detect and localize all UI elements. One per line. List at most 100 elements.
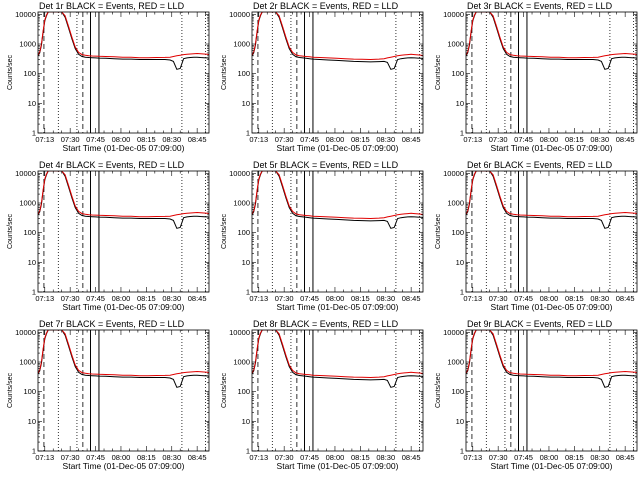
y-tick-label: 1000 [19,358,36,367]
events-series-line [38,12,209,70]
x-tick-label: 08:45 [188,135,207,144]
x-axis-label: Start Time (01-Dec-05 07:09:00) [63,143,185,153]
y-tick-label: 10 [456,99,464,108]
y-tick-label: 1 [32,288,36,297]
x-tick-label: 07:30 [61,294,80,303]
lld-series-line [252,171,423,220]
lld-series-line [466,171,637,218]
y-tick-label: 10 [242,417,250,426]
x-tick-label: 08:00 [540,294,559,303]
plot-area [38,171,209,292]
y-tick-label: 10000 [443,10,464,19]
x-tick-label: 08:30 [590,453,609,462]
panel-title: Det 8r BLACK = Events, RED = LLD [253,319,399,329]
y-axis-label: Counts/sec [7,54,14,90]
y-tick-label: 1000 [447,40,464,49]
x-tick-label: 08:15 [137,453,156,462]
x-tick-label: 07:45 [514,453,533,462]
x-tick-label: 08:00 [112,453,131,462]
x-axis-label: Start Time (01-Dec-05 07:09:00) [277,143,399,153]
y-tick-label: 1000 [233,40,250,49]
x-tick-label: 08:45 [188,294,207,303]
lld-series-line [252,330,423,379]
x-tick-label: 08:00 [540,135,559,144]
y-tick-label: 10 [28,99,36,108]
x-tick-label: 07:45 [514,135,533,144]
x-tick-label: 07:30 [61,135,80,144]
y-tick-label: 10 [242,99,250,108]
events-series-line [38,330,209,388]
x-tick-label: 08:00 [326,294,345,303]
x-tick-label: 08:15 [565,294,584,303]
x-tick-label: 07:13 [35,453,54,462]
x-tick-label: 08:45 [616,453,635,462]
detector-panel: Det 4r BLACK = Events, RED = LLD 1 10 100 10… [7,160,210,312]
y-tick-label: 1 [460,129,464,138]
lld-series-line [466,330,637,377]
plot-area [38,330,209,451]
y-tick-label: 100 [237,69,250,78]
x-tick-label: 07:45 [300,453,319,462]
x-tick-label: 07:45 [86,294,105,303]
y-tick-label: 1 [460,447,464,456]
x-tick-label: 08:00 [326,453,345,462]
y-tick-label: 100 [451,228,464,237]
x-tick-label: 08:00 [112,135,131,144]
plot-frame [251,11,424,134]
x-tick-label: 07:30 [489,294,508,303]
panel-title: Det 1r BLACK = Events, RED = LLD [39,1,185,11]
x-tick-label: 08:00 [112,294,131,303]
detector-panel: Det 9r BLACK = Events, RED = LLD 1 10 100 10… [435,319,638,471]
y-tick-label: 10000 [229,169,250,178]
plot-area [38,12,209,133]
x-axis-label: Start Time (01-Dec-05 07:09:00) [491,461,613,471]
y-tick-label: 10 [28,258,36,267]
y-tick-label: 100 [23,69,36,78]
panel-title: Det 9r BLACK = Events, RED = LLD [467,319,613,329]
x-tick-label: 08:30 [376,453,395,462]
lld-series-line [38,330,209,377]
events-series-line [466,12,637,70]
events-series-line [252,12,423,70]
x-tick-label: 07:13 [249,135,268,144]
x-tick-label: 08:00 [540,453,559,462]
x-tick-label: 08:15 [137,294,156,303]
x-tick-label: 07:13 [35,294,54,303]
y-tick-label: 1 [246,288,250,297]
x-tick-label: 08:15 [565,135,584,144]
y-tick-label: 10000 [443,169,464,178]
x-tick-label: 08:00 [326,135,345,144]
x-tick-label: 08:15 [137,135,156,144]
lld-series-line [252,12,423,61]
y-tick-label: 10 [28,417,36,426]
y-tick-label: 10 [456,258,464,267]
x-tick-label: 07:45 [300,294,319,303]
x-tick-label: 07:30 [275,135,294,144]
x-axis-label: Start Time (01-Dec-05 07:09:00) [491,143,613,153]
x-tick-label: 07:13 [463,453,482,462]
x-tick-label: 07:45 [514,294,533,303]
plot-area [252,12,423,133]
x-tick-label: 08:45 [616,135,635,144]
plot-frame [37,11,210,134]
x-tick-label: 08:15 [351,294,370,303]
x-tick-label: 08:45 [402,135,421,144]
detector-panel: Det 6r BLACK = Events, RED = LLD 1 10 100 10… [435,160,638,312]
x-tick-label: 08:30 [590,135,609,144]
x-axis-label: Start Time (01-Dec-05 07:09:00) [63,302,185,312]
x-tick-label: 07:13 [463,294,482,303]
plot-frame [465,329,638,452]
x-tick-label: 07:13 [463,135,482,144]
y-tick-label: 1 [246,129,250,138]
y-axis-label: Counts/sec [221,213,228,249]
y-tick-label: 100 [23,387,36,396]
x-tick-label: 08:30 [376,294,395,303]
x-tick-label: 08:30 [162,294,181,303]
y-tick-label: 1000 [233,199,250,208]
lld-series-line [38,171,209,218]
x-axis-label: Start Time (01-Dec-05 07:09:00) [277,461,399,471]
events-series-line [252,171,423,229]
x-tick-label: 07:45 [86,453,105,462]
x-tick-label: 07:30 [489,453,508,462]
lld-series-line [466,12,637,59]
